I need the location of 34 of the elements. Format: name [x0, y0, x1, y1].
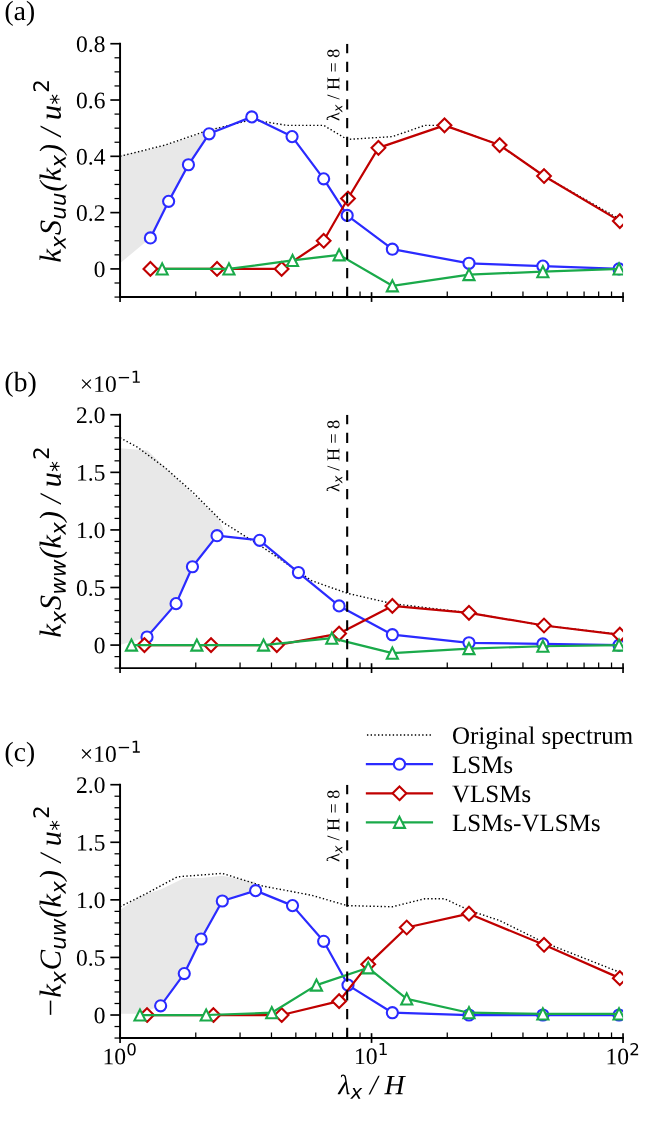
y-tick-label: 0.5	[76, 949, 105, 966]
text: −k$_{x}$C$_{uw}$(k$_{x}$) / u$_{*}$$^{2}$	[33, 807, 68, 1015]
text: k$_{x}$S$_{ww}$(k$_{x}$) / u$_{*}$$^{2}$	[33, 448, 68, 637]
text: ×10$^{−1}$	[81, 740, 140, 763]
x-axis-title: λ$_{x}$ / H	[337, 1074, 406, 1099]
text: k$_{x}$S$_{uu}$(k$_{x}$) / u$_{*}$$^{2}$	[33, 81, 68, 262]
text: (c)	[5, 741, 34, 767]
legend-label: LSMs-VLSMs	[452, 814, 600, 832]
text: ×10$^{−1}$	[81, 370, 140, 393]
legend-label: Original spectrum	[452, 726, 633, 750]
y-tick-label: 0.8	[76, 36, 105, 53]
y-tick-label: 0	[94, 1007, 105, 1024]
y-tick-label: 1.5	[78, 464, 105, 481]
y-tick-label: 2.0	[77, 777, 105, 794]
text: (b)	[5, 371, 36, 398]
x-tick-label: 10$^{0}$	[104, 1042, 136, 1065]
legend-label: LSMs	[452, 756, 513, 774]
legend-label: VLSMs	[452, 785, 531, 803]
x-tick-label: 10$^{1}$	[356, 1042, 387, 1065]
y-tick-label: 2.0	[77, 407, 105, 424]
ref-line-label: λ$_{x}$ / H = 8	[326, 49, 343, 121]
text: (a)	[5, 0, 34, 26]
ref-line-label: λ$_{x}$ / H = 8	[326, 790, 343, 862]
y-tick-label: 0	[94, 261, 105, 278]
y-tick-label: 1.0	[78, 522, 105, 539]
y-tick-label: 0.2	[76, 205, 105, 222]
ref-line-label: λ$_{x}$ / H = 8	[326, 420, 343, 492]
y-tick-label: 1.5	[78, 834, 105, 851]
x-tick-label: 10$^{2}$	[607, 1042, 639, 1065]
y-tick-label: 1.0	[78, 892, 105, 909]
y-tick-label: 0.4	[76, 148, 106, 165]
y-tick-label: 0.6	[76, 92, 105, 109]
y-tick-label: 0.5	[76, 580, 105, 597]
y-tick-label: 0	[94, 637, 105, 654]
